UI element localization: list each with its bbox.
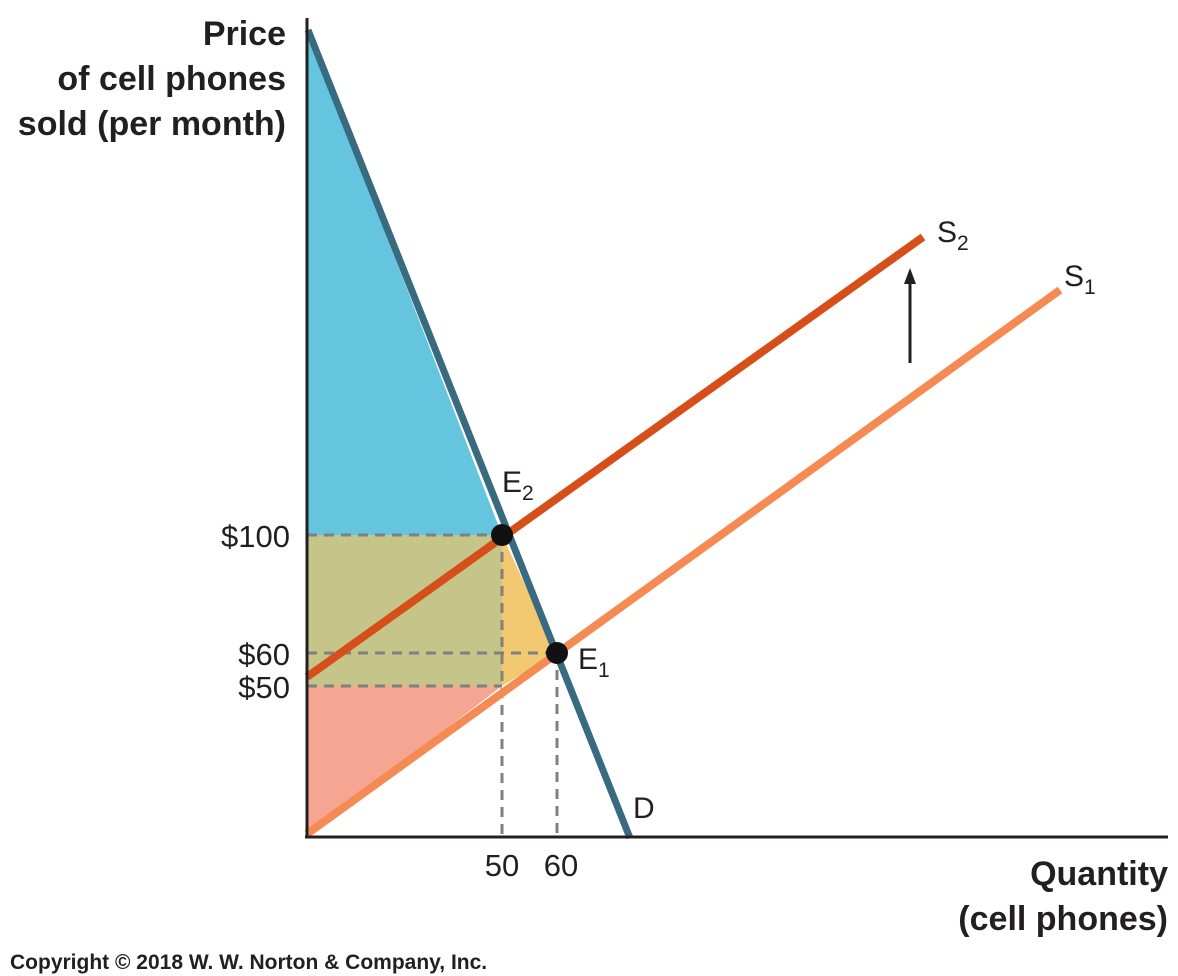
supply-curve-old [304, 286, 1063, 838]
equilibrium-point-e2 [491, 524, 513, 546]
price-tick-100: $100 [221, 519, 290, 554]
equilibrium-label-e2: E2 [502, 466, 534, 505]
deadweight-loss-area [502, 535, 557, 686]
axes [305, 18, 1168, 839]
price-tick-50: $50 [238, 670, 290, 705]
x-axis-title-line-1: Quantity [1030, 855, 1168, 893]
equilibrium-label-e1: E1 [578, 643, 610, 682]
demand-curve [304, 28, 634, 840]
supply-new-label: S2 [937, 216, 969, 255]
y-axis-title-line-1: Price [203, 15, 286, 53]
supply-old-label: S1 [1064, 260, 1096, 299]
quantity-tick-60: 60 [544, 848, 578, 883]
x-axis-title-line-2: (cell phones) [958, 900, 1168, 938]
copyright-notice: Copyright © 2018 W. W. Norton & Company,… [10, 951, 487, 974]
quantity-tick-50: 50 [485, 848, 519, 883]
price-tick-60: $60 [238, 637, 290, 672]
guide-lines [307, 533, 559, 835]
supply-curve-new [304, 233, 926, 681]
equilibrium-point-e1 [546, 642, 568, 664]
y-axis-title-line-2: of cell phones [57, 60, 286, 98]
shift-up-arrow [904, 268, 916, 363]
demand-curve-label: D [633, 792, 655, 825]
y-axis-title-line-3: sold (per month) [18, 105, 286, 143]
